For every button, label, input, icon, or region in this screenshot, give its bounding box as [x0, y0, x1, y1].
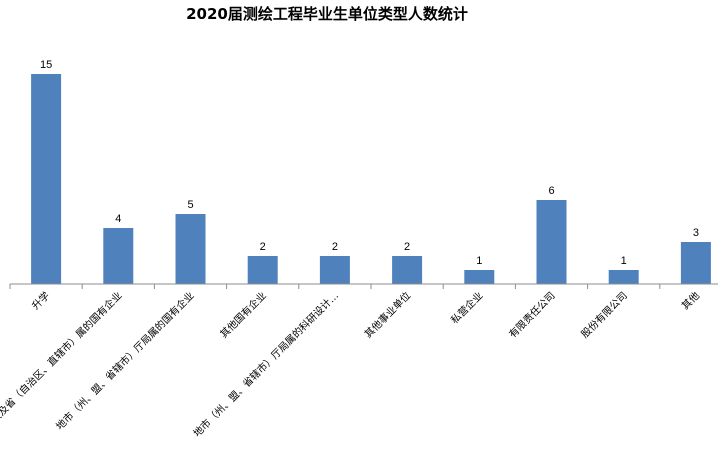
bar — [103, 228, 134, 284]
bar — [680, 242, 711, 284]
data-label: 4 — [115, 213, 121, 225]
bar — [464, 270, 495, 284]
data-label: 5 — [187, 199, 193, 211]
category-label: 其他事业单位 — [362, 289, 414, 341]
category-label: 其他国有企业 — [217, 289, 269, 341]
data-label: 15 — [40, 59, 52, 71]
category-labels-group: 升学中央及省（自治区、直辖市）属的国有企业地市（州、盟、省辖市）厅局属的国有企业… — [0, 289, 702, 440]
category-label: 私营企业 — [448, 289, 485, 326]
category-label: 股份有限公司 — [578, 289, 630, 341]
category-label: 有限责任公司 — [506, 289, 558, 341]
bar — [608, 270, 639, 284]
category-label: 中央及省（自治区、直辖市）属的国有企业 — [0, 289, 124, 433]
bar — [175, 214, 206, 284]
category-label: 地市（州、盟、省辖市）厅局属的国有企业 — [53, 289, 197, 433]
bar — [536, 200, 567, 284]
data-label: 1 — [621, 255, 627, 267]
bar — [31, 74, 62, 284]
bar — [392, 256, 423, 284]
bars-group — [31, 74, 711, 284]
data-label: 1 — [476, 255, 482, 267]
chart-title: 2020届测绘工程毕业生单位类型人数统计 — [186, 5, 468, 23]
bar — [319, 256, 350, 284]
x-axis-ticks — [9, 284, 661, 289]
category-label: 地市（州、盟、省辖市）厅局属的科研设计… — [190, 289, 341, 440]
category-label: 其他 — [679, 289, 702, 312]
data-label: 2 — [404, 241, 410, 253]
data-label: 2 — [332, 241, 338, 253]
data-label: 3 — [693, 227, 699, 239]
data-label: 2 — [260, 241, 266, 253]
category-label: 升学 — [29, 289, 52, 312]
data-labels-group: 15 4 5 2 2 2 1 6 1 3 — [40, 59, 699, 267]
bar — [247, 256, 278, 284]
data-label: 6 — [548, 185, 554, 197]
